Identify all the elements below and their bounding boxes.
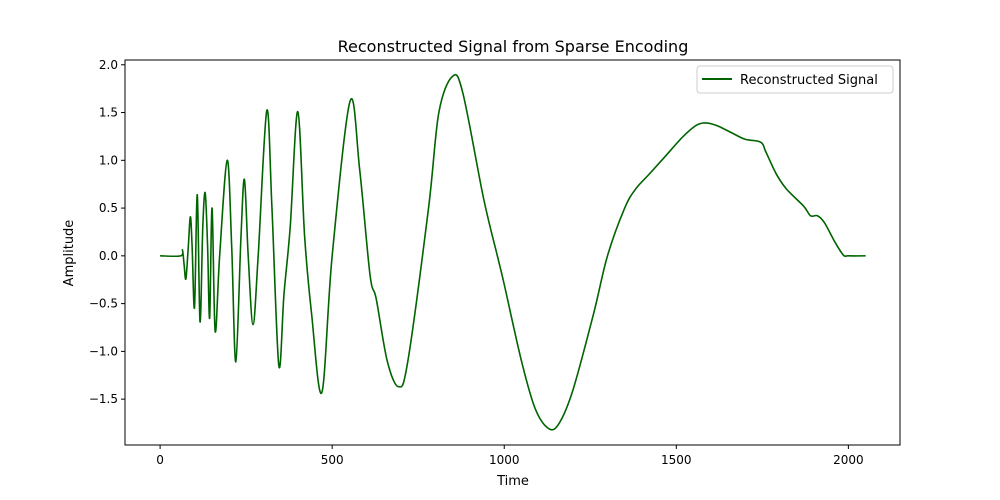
- y-tick-label: −0.5: [89, 297, 118, 311]
- y-tick-label: 2.0: [99, 58, 118, 72]
- x-axis: 0 500 1000 1500 2000: [156, 445, 864, 467]
- x-tick-label: 1000: [489, 453, 520, 467]
- y-tick-label: 1.5: [99, 106, 118, 120]
- legend-box: [696, 65, 894, 94]
- chart-title: Reconstructed Signal from Sparse Encodin…: [338, 37, 689, 56]
- plot-frame: [124, 59, 901, 446]
- y-tick-label: 1.0: [99, 153, 118, 167]
- x-tick-label: 500: [321, 453, 344, 467]
- y-tick-label: 0.5: [99, 201, 118, 215]
- y-tick-label: 0.0: [99, 249, 118, 263]
- y-tick-label: −1.5: [89, 392, 118, 406]
- x-tick-label: 2000: [833, 453, 864, 467]
- x-tick-label: 1500: [661, 453, 692, 467]
- legend: Reconstructed Signal: [696, 65, 894, 94]
- plot-area: [124, 59, 901, 446]
- legend-label: Reconstructed Signal: [740, 73, 878, 88]
- y-tick-label: −1.0: [89, 344, 118, 358]
- x-axis-title: Time: [496, 474, 529, 489]
- y-axis-title: Amplitude: [62, 220, 77, 287]
- x-tick-label: 0: [156, 453, 164, 467]
- y-axis: −1.5 −1.0 −0.5 0.0 0.5 1.0 1.5 2.0: [89, 58, 125, 406]
- series-line-reconstructed-signal: [160, 73, 866, 431]
